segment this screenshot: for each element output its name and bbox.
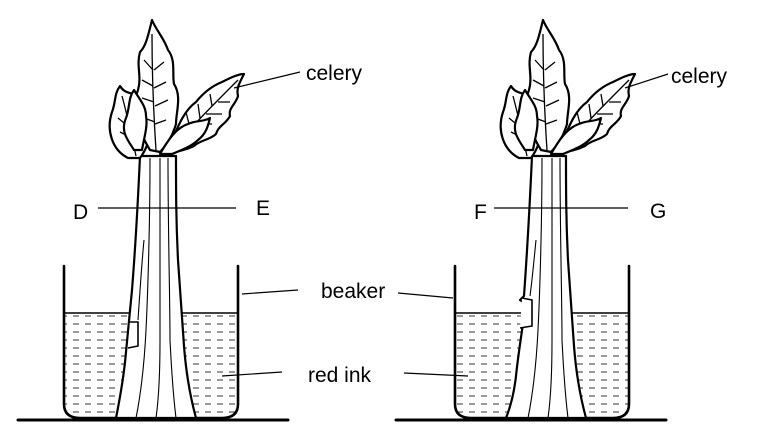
- label-f: F: [474, 201, 487, 224]
- label-celery-left: celery: [306, 62, 363, 85]
- left-celery-leaves: [108, 18, 246, 160]
- left-ink-leader: [221, 371, 283, 377]
- label-celery-right: celery: [671, 65, 728, 88]
- right-celery-stalk: [504, 154, 588, 420]
- label-red-ink: red ink: [308, 364, 372, 387]
- right-celery-leaves: [499, 18, 637, 160]
- left-beaker-leader: [241, 289, 299, 295]
- right-celery-leader: [624, 73, 669, 89]
- label-beaker: beaker: [321, 280, 385, 303]
- right-setup: F G celery: [394, 18, 728, 422]
- label-d: D: [73, 201, 88, 224]
- left-celery-leader: [233, 71, 301, 89]
- left-celery-stalk: [114, 154, 198, 420]
- label-g: G: [650, 200, 666, 223]
- right-beaker-leader: [397, 292, 454, 299]
- left-setup: D E celery: [16, 18, 363, 422]
- label-e: E: [256, 197, 270, 220]
- right-ink-leader: [403, 372, 469, 377]
